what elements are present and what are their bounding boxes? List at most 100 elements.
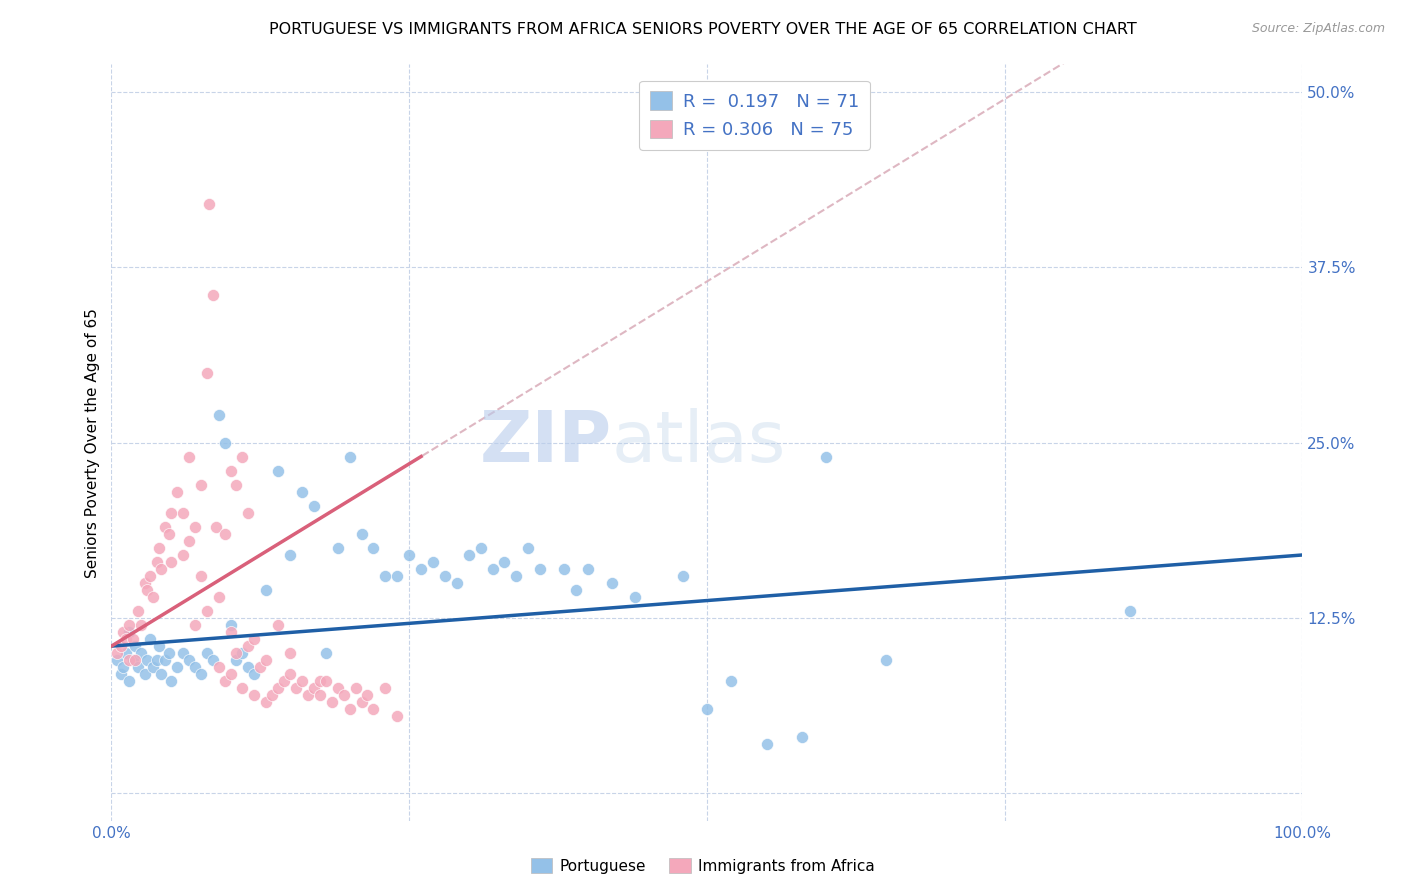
Legend: R =  0.197   N = 71, R = 0.306   N = 75: R = 0.197 N = 71, R = 0.306 N = 75: [640, 80, 870, 150]
Point: [350, 695, 373, 709]
Point: [129, 646, 152, 660]
Point: [114, 632, 136, 647]
Point: [387, 709, 409, 723]
Point: [225, 646, 247, 660]
Point: [720, 674, 742, 689]
Point: [285, 681, 308, 696]
Point: [243, 688, 266, 702]
Point: [315, 646, 337, 660]
Point: [576, 562, 599, 576]
Point: [190, 667, 212, 681]
Point: [446, 576, 468, 591]
Point: [374, 681, 396, 696]
Point: [696, 702, 718, 716]
Point: [457, 548, 479, 562]
Point: [243, 667, 266, 681]
Point: [214, 435, 236, 450]
Point: [308, 688, 330, 702]
Point: [254, 582, 277, 597]
Point: [291, 484, 314, 499]
Point: [190, 478, 212, 492]
Point: [127, 660, 149, 674]
Point: [231, 450, 253, 464]
Point: [160, 506, 183, 520]
Point: [225, 478, 247, 492]
Point: [201, 653, 224, 667]
Point: [267, 681, 290, 696]
Point: [374, 569, 396, 583]
Point: [127, 604, 149, 618]
Point: [350, 527, 373, 541]
Text: atlas: atlas: [612, 409, 786, 477]
Point: [249, 660, 271, 674]
Point: [112, 660, 135, 674]
Point: [177, 533, 200, 548]
Point: [363, 702, 385, 716]
Point: [302, 499, 325, 513]
Point: [136, 582, 159, 597]
Point: [356, 688, 378, 702]
Point: [153, 520, 176, 534]
Point: [153, 653, 176, 667]
Point: [214, 527, 236, 541]
Point: [195, 604, 218, 618]
Point: [219, 625, 242, 640]
Point: [138, 569, 160, 583]
Point: [291, 674, 314, 689]
Point: [219, 618, 242, 632]
Point: [145, 555, 167, 569]
Point: [321, 695, 343, 709]
Point: [157, 527, 180, 541]
Point: [201, 288, 224, 302]
Point: [150, 667, 173, 681]
Point: [198, 197, 221, 211]
Point: [184, 660, 207, 674]
Point: [207, 660, 229, 674]
Point: [219, 464, 242, 478]
Point: [755, 737, 778, 751]
Point: [129, 618, 152, 632]
Point: [278, 548, 301, 562]
Point: [177, 653, 200, 667]
Point: [184, 520, 207, 534]
Point: [160, 555, 183, 569]
Point: [124, 653, 146, 667]
Legend: Portuguese, Immigrants from Africa: Portuguese, Immigrants from Africa: [524, 852, 882, 880]
Point: [157, 646, 180, 660]
Point: [262, 688, 284, 702]
Point: [254, 653, 277, 667]
Point: [273, 674, 295, 689]
Point: [114, 646, 136, 660]
Point: [815, 450, 838, 464]
Point: [243, 632, 266, 647]
Point: [238, 639, 260, 653]
Point: [238, 660, 260, 674]
Point: [470, 541, 492, 555]
Point: [166, 660, 188, 674]
Point: [190, 569, 212, 583]
Point: [225, 653, 247, 667]
Point: [118, 618, 141, 632]
Point: [110, 639, 132, 653]
Point: [433, 569, 456, 583]
Y-axis label: Seniors Poverty Over the Age of 65: Seniors Poverty Over the Age of 65: [86, 308, 100, 578]
Point: [118, 674, 141, 689]
Point: [150, 562, 173, 576]
Point: [160, 674, 183, 689]
Point: [148, 541, 170, 555]
Point: [517, 541, 540, 555]
Point: [110, 667, 132, 681]
Point: [142, 590, 165, 604]
Point: [207, 408, 229, 422]
Point: [505, 569, 527, 583]
Point: [529, 562, 551, 576]
Point: [105, 653, 128, 667]
Point: [148, 639, 170, 653]
Text: Source: ZipAtlas.com: Source: ZipAtlas.com: [1251, 22, 1385, 36]
Point: [308, 674, 330, 689]
Point: [205, 520, 228, 534]
Point: [172, 506, 194, 520]
Point: [142, 660, 165, 674]
Point: [278, 646, 301, 660]
Point: [112, 625, 135, 640]
